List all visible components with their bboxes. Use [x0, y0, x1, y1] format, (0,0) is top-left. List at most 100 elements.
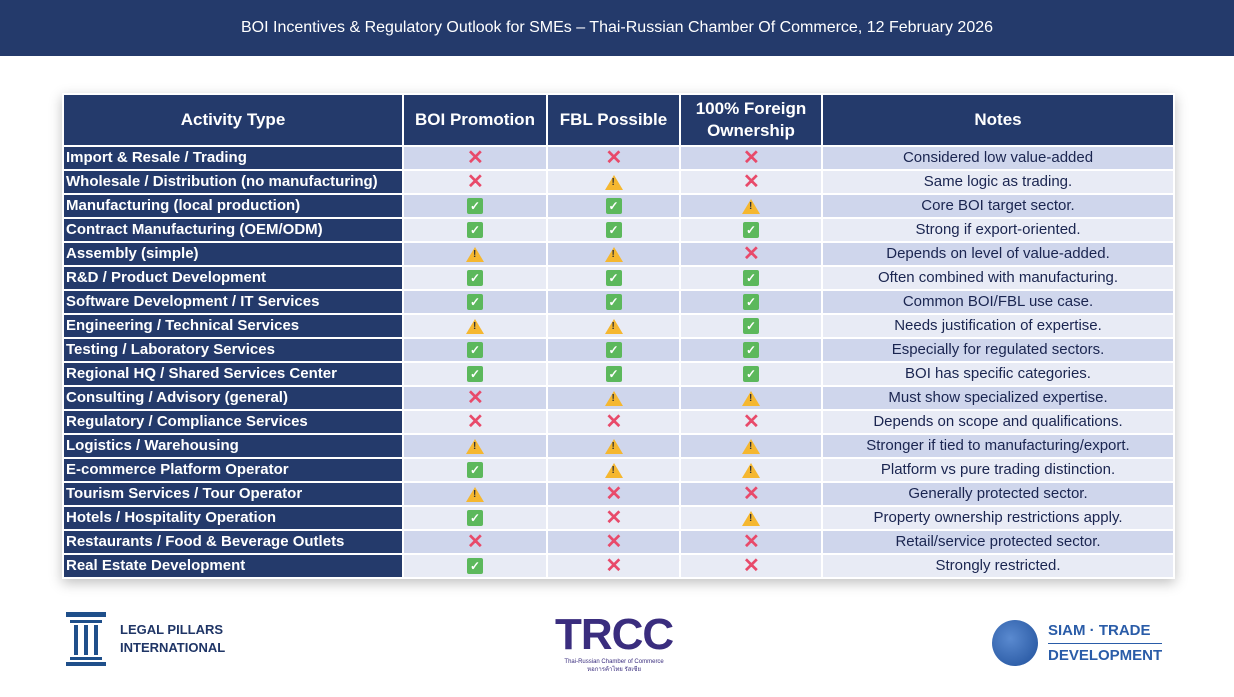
fbl-status-cell — [546, 169, 681, 195]
activity-cell: Real Estate Development — [62, 553, 404, 579]
cross-icon: ✕ — [743, 411, 760, 434]
table-row: Wholesale / Distribution (no manufacturi… — [62, 169, 1175, 195]
table-row: Regulatory / Compliance Services ✕ ✕ ✕ Depen… — [62, 409, 1175, 435]
table-row: Contract Manufacturing (OEM/ODM) ✓ ✓ ✓ Stron… — [62, 217, 1175, 243]
activity-cell: Regional HQ / Shared Services Center — [62, 361, 404, 387]
notes-cell: Considered low value-added — [821, 145, 1175, 171]
boi-status-cell: ✓ — [402, 217, 548, 243]
own-status-cell: ✕ — [679, 529, 823, 555]
fbl-status-cell — [546, 457, 681, 483]
cross-icon: ✕ — [743, 531, 760, 554]
boi-status-cell: ✕ — [402, 145, 548, 171]
activity-cell: Hotels / Hospitality Operation — [62, 505, 404, 531]
fbl-status-cell: ✕ — [546, 145, 681, 171]
table-row: Real Estate Development ✓ ✕ ✕ Strongly restr… — [62, 553, 1175, 579]
check-icon: ✓ — [743, 318, 759, 335]
cross-icon: ✕ — [743, 243, 760, 266]
check-icon: ✓ — [605, 342, 622, 359]
page-title: BOI Incentives & Regulatory Outlook for … — [240, 19, 994, 36]
cross-icon: ✕ — [743, 555, 760, 578]
activity-cell: Consulting / Advisory (general) — [62, 385, 404, 411]
notes-cell: Stronger if tied to manufacturing/export… — [821, 433, 1175, 459]
cross-icon: ✕ — [743, 483, 760, 506]
warning-icon — [742, 198, 760, 214]
check-icon: ✓ — [467, 222, 483, 239]
logo-text: DEVELOPMENT — [1048, 646, 1163, 664]
own-status-cell: ✓ — [679, 265, 823, 291]
warning-icon — [604, 438, 623, 454]
table-row: Manufacturing (local production) ✓ ✓ Core B… — [62, 193, 1175, 219]
warning-icon — [604, 390, 623, 406]
fbl-status-cell: ✕ — [546, 553, 681, 579]
check-icon: ✓ — [467, 270, 483, 287]
notes-cell: Generally protected sector. — [821, 481, 1175, 507]
fbl-status-cell: ✕ — [546, 529, 681, 555]
siam-trade-logo: SIAM · TRADE DEVELOPMENT — [992, 620, 1163, 666]
warning-icon — [604, 462, 623, 478]
activity-cell: Regulatory / Compliance Services — [62, 409, 404, 435]
cross-icon: ✕ — [605, 147, 623, 170]
cross-icon: ✕ — [467, 411, 484, 434]
elephant-emblem-icon — [992, 620, 1038, 666]
trcc-name: TRCC — [555, 610, 674, 659]
cross-icon: ✕ — [467, 171, 484, 194]
header-boi: BOI Promotion — [402, 93, 548, 147]
check-icon: ✓ — [743, 294, 759, 311]
own-status-cell — [679, 433, 823, 459]
legal-pillars-logo: LEGAL PILLARS INTERNATIONAL — [66, 612, 225, 666]
warning-icon — [466, 438, 484, 454]
boi-status-cell — [402, 481, 548, 507]
own-status-cell: ✕ — [679, 169, 823, 195]
header-fbl: FBL Possible — [546, 93, 681, 147]
cross-icon: ✕ — [467, 147, 484, 170]
check-icon: ✓ — [605, 222, 622, 239]
activity-cell: Wholesale / Distribution (no manufacturi… — [62, 169, 404, 195]
cross-icon: ✕ — [605, 483, 623, 506]
table-row: Restaurants / Food & Beverage Outlets ✕ ✕ ✕… — [62, 529, 1175, 555]
own-status-cell: ✓ — [679, 289, 823, 315]
activity-cell: Tourism Services / Tour Operator — [62, 481, 404, 507]
own-status-cell: ✕ — [679, 481, 823, 507]
logo-text: INTERNATIONAL — [120, 640, 226, 655]
activity-cell: E-commerce Platform Operator — [62, 457, 404, 483]
check-icon: ✓ — [743, 366, 759, 383]
check-icon: ✓ — [743, 342, 759, 359]
table-row: Software Development / IT Services ✓ ✓ ✓ Com… — [62, 289, 1175, 315]
fbl-status-cell — [546, 433, 681, 459]
warning-icon — [742, 390, 760, 406]
notes-cell: Depends on scope and qualifications. — [821, 409, 1175, 435]
fbl-status-cell: ✓ — [546, 361, 681, 387]
fbl-status-cell: ✓ — [546, 337, 681, 363]
notes-cell: Common BOI/FBL use case. — [821, 289, 1175, 315]
own-status-cell: ✕ — [679, 553, 823, 579]
cross-icon: ✕ — [605, 411, 623, 434]
warning-icon — [604, 318, 623, 334]
activity-cell: Manufacturing (local production) — [62, 193, 404, 219]
notes-cell: Especially for regulated sectors. — [821, 337, 1175, 363]
fbl-status-cell: ✕ — [546, 409, 681, 435]
table-row: Hotels / Hospitality Operation ✓ ✕ Property… — [62, 505, 1175, 531]
cross-icon: ✕ — [605, 507, 623, 530]
own-status-cell: ✕ — [679, 145, 823, 171]
warning-icon — [742, 510, 760, 526]
warning-icon — [466, 486, 484, 502]
table-row: Logistics / Warehousing Stronger if tied … — [62, 433, 1175, 459]
own-status-cell: ✓ — [679, 313, 823, 339]
warning-icon — [742, 462, 760, 478]
trcc-subtitle-thai: หอการค้าไทย รัสเซีย — [587, 667, 642, 673]
cross-icon: ✕ — [743, 171, 760, 194]
fbl-status-cell: ✓ — [546, 193, 681, 219]
check-icon: ✓ — [743, 270, 759, 287]
check-icon: ✓ — [467, 294, 483, 311]
activity-cell: Assembly (simple) — [62, 241, 404, 267]
table-row: E-commerce Platform Operator ✓ Platform vs… — [62, 457, 1175, 483]
notes-cell: Must show specialized expertise. — [821, 385, 1175, 411]
own-status-cell: ✕ — [679, 409, 823, 435]
notes-cell: Depends on level of value-added. — [821, 241, 1175, 267]
table-row: Engineering / Technical Services ✓ Needs j… — [62, 313, 1175, 339]
check-icon: ✓ — [605, 366, 622, 383]
fbl-status-cell: ✓ — [546, 265, 681, 291]
own-status-cell: ✓ — [679, 361, 823, 387]
notes-cell: Needs justification of expertise. — [821, 313, 1175, 339]
warning-icon — [466, 318, 484, 334]
